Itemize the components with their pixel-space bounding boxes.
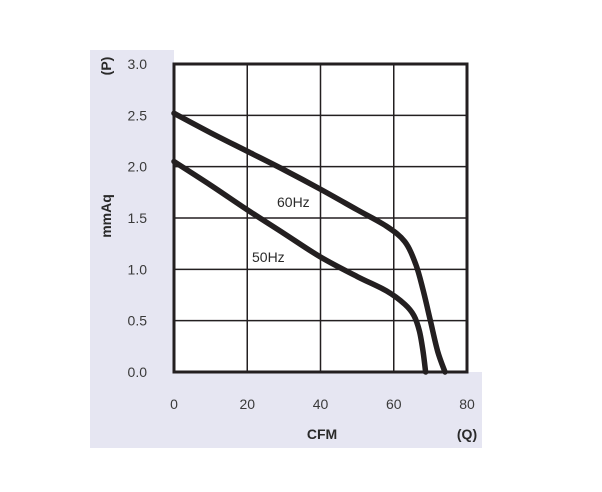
x-axis-title: CFM	[307, 426, 337, 442]
y-tick-labels: 0.0 0.5 1.0 1.5 2.0 2.5 3.0	[128, 56, 148, 380]
y-tick-label: 0.5	[128, 313, 148, 329]
bottom-panel	[90, 372, 482, 448]
y-tick-label: 1.5	[128, 210, 148, 226]
x-tick-label: 80	[459, 396, 475, 412]
y-axis-unit: (P)	[98, 57, 114, 76]
x-tick-label: 0	[170, 396, 178, 412]
series-line-50hz	[171, 158, 429, 375]
y-tick-label: 1.0	[128, 261, 148, 277]
x-axis-unit: (Q)	[457, 426, 477, 442]
y-tick-label: 3.0	[128, 56, 148, 72]
plot-frame	[172, 62, 469, 374]
x-tick-label: 60	[386, 396, 402, 412]
x-tick-label: 20	[239, 396, 255, 412]
series-label-50hz: 50Hz	[252, 249, 285, 265]
y-tick-label: 2.5	[128, 107, 148, 123]
series-label-60hz: 60Hz	[277, 194, 310, 210]
y-tick-label: 2.0	[128, 159, 148, 175]
x-tick-label: 40	[313, 396, 329, 412]
y-axis-title: mmAq	[98, 194, 114, 238]
x-tick-labels: 0 20 40 60 80	[170, 396, 475, 412]
y-tick-label: 0.0	[128, 364, 148, 380]
series-line-60hz	[171, 110, 448, 375]
series-lines	[171, 110, 448, 375]
